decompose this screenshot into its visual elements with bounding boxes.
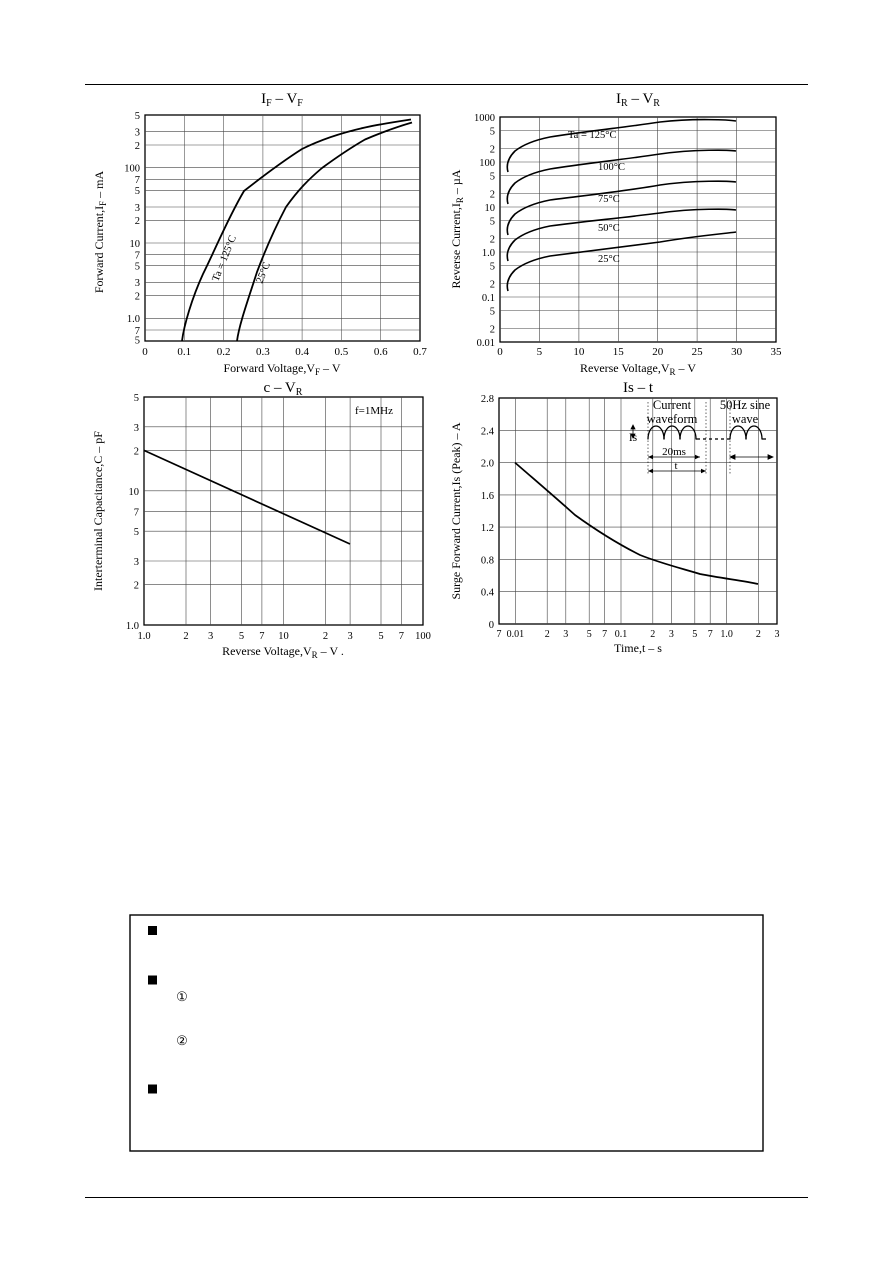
svg-text:②: ②: [176, 1033, 188, 1048]
svg-text:①: ①: [176, 989, 188, 1004]
